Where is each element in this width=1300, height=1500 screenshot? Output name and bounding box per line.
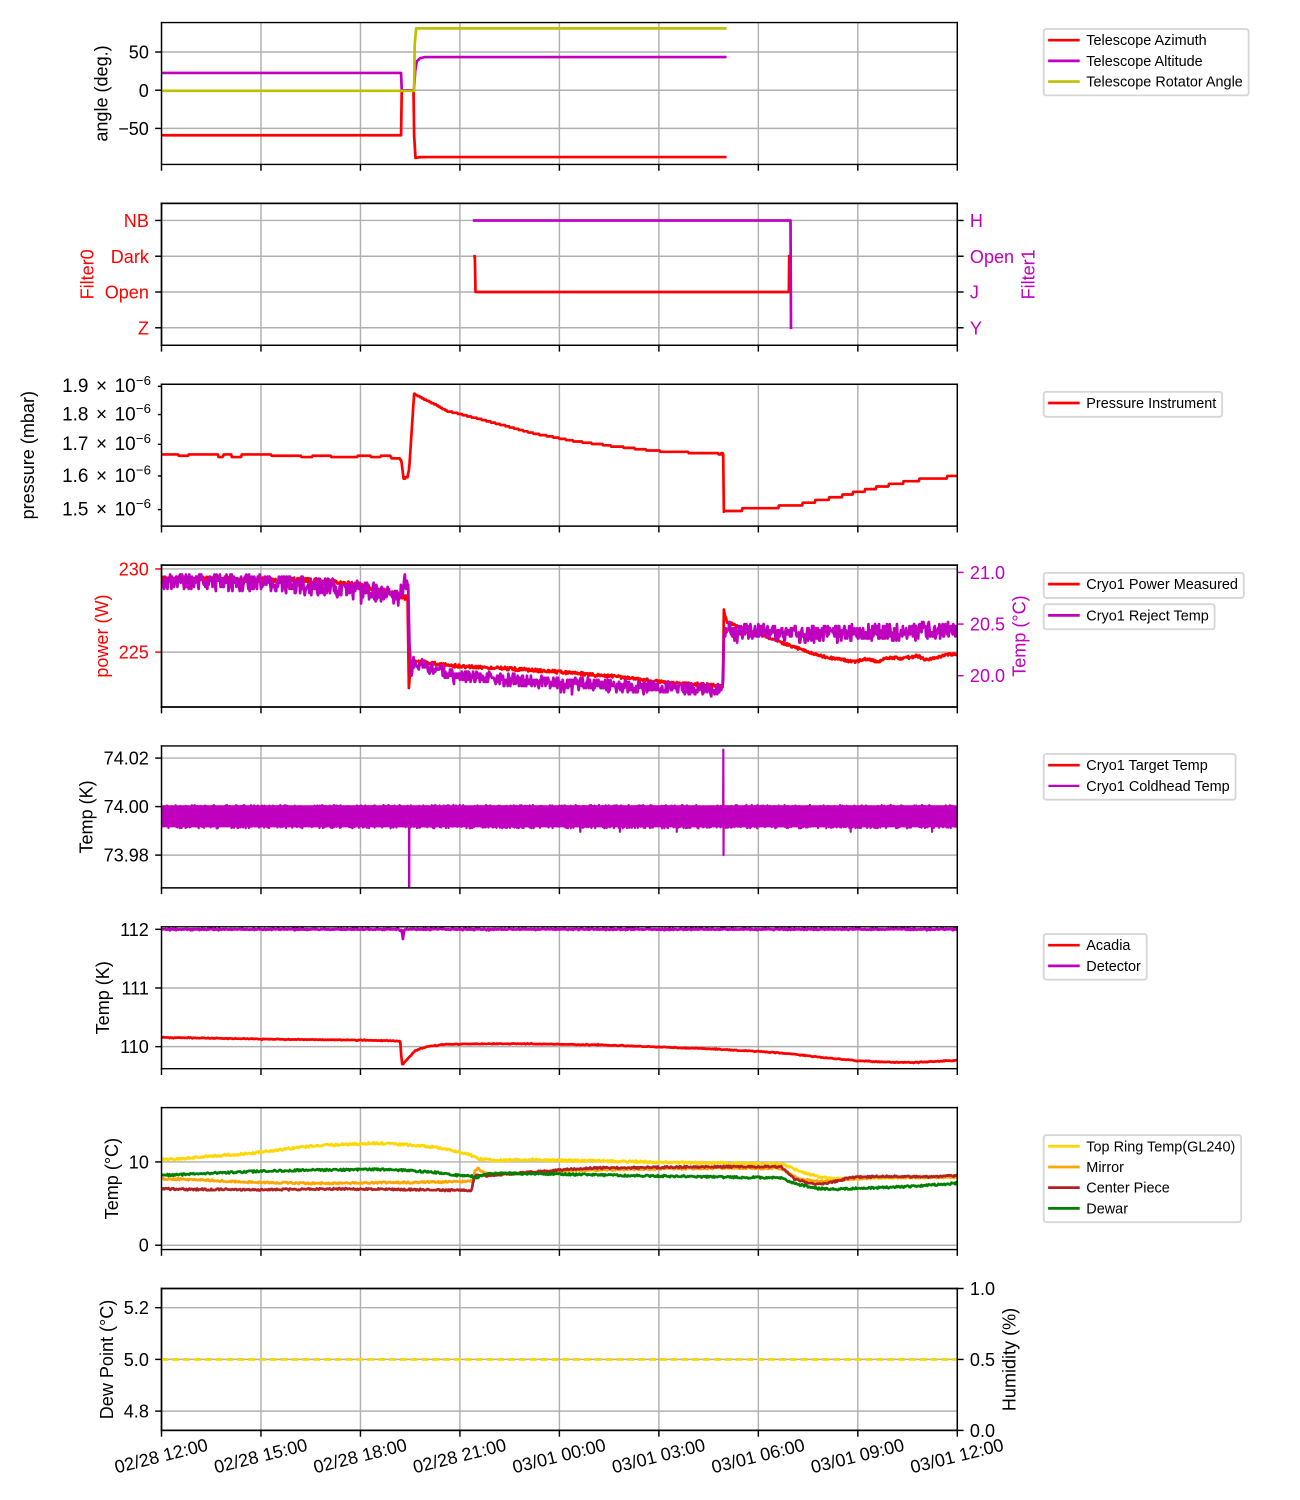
svg-text:Temp (°C): Temp (°C) (102, 1138, 122, 1219)
svg-text:power (W): power (W) (92, 594, 112, 677)
svg-text:0.0: 0.0 (970, 1421, 995, 1441)
svg-text:21.0: 21.0 (970, 563, 1005, 583)
svg-text:Temp (°C): Temp (°C) (1009, 595, 1029, 676)
svg-text:Dewar: Dewar (1086, 1201, 1128, 1217)
svg-text:1 . 7: 1 . 7 × 1 0 − 6 (62, 418, 152, 457)
svg-text:Filter1: Filter1 (1018, 249, 1038, 299)
svg-text:110: 110 (120, 1037, 149, 1057)
svg-text:Detector: Detector (1086, 959, 1141, 975)
svg-text:Dew Point (°C): Dew Point (°C) (97, 1300, 117, 1420)
svg-text:Z: Z (138, 318, 149, 338)
svg-text:1 . 9: 1 . 9 × 1 0 − 6 (62, 360, 152, 399)
svg-text:50: 50 (129, 43, 149, 63)
svg-text:Telescope Rotator Angle: Telescope Rotator Angle (1086, 75, 1243, 91)
svg-text:1.0: 1.0 (970, 1279, 995, 1299)
svg-text:0: 0 (139, 81, 149, 101)
svg-text:pressure (mbar): pressure (mbar) (18, 391, 38, 519)
svg-text:Dark: Dark (111, 247, 150, 267)
svg-text:Open: Open (105, 283, 149, 303)
svg-text:Cryo1 Coldhead Temp: Cryo1 Coldhead Temp (1086, 779, 1229, 795)
svg-text:10: 10 (129, 1152, 149, 1172)
svg-text:5.0: 5.0 (124, 1350, 149, 1370)
svg-text:112: 112 (120, 920, 149, 940)
svg-text:1 . 6: 1 . 6 × 1 0 − 6 (62, 449, 152, 488)
svg-text:Center Piece: Center Piece (1086, 1181, 1169, 1197)
svg-text:Open: Open (970, 247, 1014, 267)
svg-text:Filter0: Filter0 (78, 249, 98, 299)
svg-text:Pressure Instrument: Pressure Instrument (1086, 396, 1216, 412)
svg-text:J: J (970, 283, 979, 303)
svg-text:225: 225 (119, 643, 149, 663)
svg-text:74.00: 74.00 (104, 797, 149, 817)
svg-text:NB: NB (124, 211, 149, 231)
svg-text:20.5: 20.5 (970, 615, 1005, 635)
svg-text:74.02: 74.02 (104, 749, 149, 769)
svg-text:0: 0 (139, 1236, 149, 1256)
svg-text:angle (deg.): angle (deg.) (91, 45, 111, 141)
svg-text:Telescope Altitude: Telescope Altitude (1086, 54, 1202, 70)
svg-text:230: 230 (119, 559, 149, 579)
svg-text:Acadia: Acadia (1086, 938, 1131, 954)
svg-text:Cryo1 Target Temp: Cryo1 Target Temp (1086, 758, 1207, 774)
svg-text:H: H (970, 211, 983, 231)
svg-text:1 . 8: 1 . 8 × 1 0 − 6 (62, 388, 152, 427)
svg-text:5.2: 5.2 (124, 1298, 149, 1318)
svg-text:Mirror: Mirror (1086, 1160, 1124, 1176)
svg-text:Cryo1 Power Measured: Cryo1 Power Measured (1086, 577, 1238, 593)
svg-text:Telescope Azimuth: Telescope Azimuth (1086, 33, 1206, 49)
svg-text:20.0: 20.0 (970, 666, 1005, 686)
svg-text:1 . 5: 1 . 5 × 1 0 − 6 (62, 483, 152, 522)
svg-text:Temp (K): Temp (K) (93, 961, 113, 1034)
svg-text:Temp (K): Temp (K) (77, 780, 97, 853)
svg-text:111: 111 (121, 979, 148, 999)
svg-text:Top Ring Temp(GL240): Top Ring Temp(GL240) (1086, 1139, 1235, 1155)
svg-text:Cryo1 Reject Temp: Cryo1 Reject Temp (1086, 608, 1208, 624)
svg-text:−50: −50 (118, 119, 149, 139)
svg-text:Humidity (%): Humidity (%) (999, 1308, 1019, 1411)
svg-text:Y: Y (970, 318, 982, 338)
svg-text:0.5: 0.5 (970, 1350, 995, 1370)
svg-text:4.8: 4.8 (124, 1402, 149, 1422)
svg-text:73.98: 73.98 (104, 846, 149, 866)
